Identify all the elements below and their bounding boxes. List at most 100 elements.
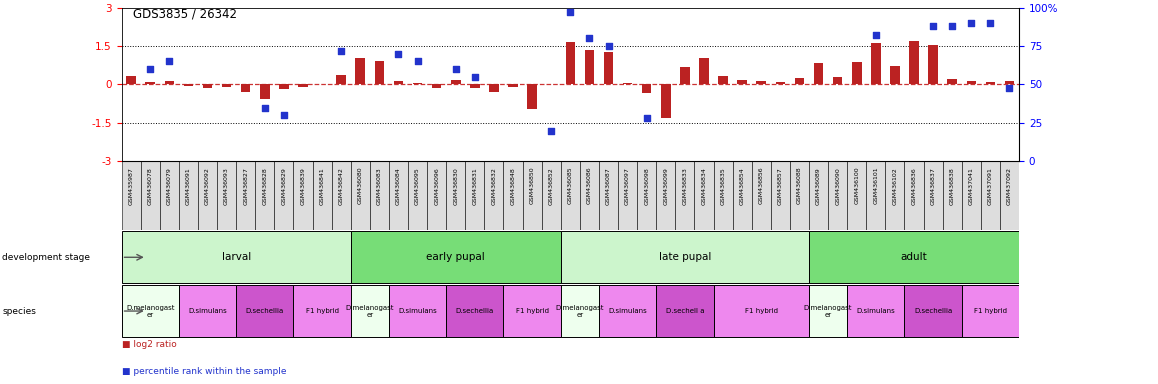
Bar (412, 83, 423, 84)
Text: GSM436090: GSM436090 (835, 167, 841, 205)
Bar (603, 53, 614, 84)
Bar (752, 161, 771, 230)
Bar (904, 161, 924, 230)
Bar (466, 161, 484, 230)
Point (274, 112, 293, 118)
Point (637, 115, 655, 121)
Text: GSM436831: GSM436831 (472, 167, 477, 205)
Bar (394, 81, 403, 84)
Text: GSM436842: GSM436842 (338, 167, 344, 205)
Bar (293, 285, 351, 337)
Bar (981, 161, 1001, 230)
Bar (261, 84, 270, 99)
Bar (122, 285, 178, 337)
Text: GSM436100: GSM436100 (855, 167, 859, 204)
Text: GSM436087: GSM436087 (606, 167, 611, 205)
Bar (450, 80, 461, 84)
Text: GSM436828: GSM436828 (263, 167, 267, 205)
Bar (809, 285, 848, 337)
Text: D.simulans: D.simulans (857, 308, 895, 314)
Bar (217, 161, 236, 230)
Bar (848, 285, 904, 337)
Point (943, 23, 961, 29)
Text: F1 hybrid: F1 hybrid (745, 308, 778, 314)
Bar (985, 83, 995, 84)
Bar (718, 76, 728, 84)
Bar (962, 285, 1019, 337)
Bar (623, 83, 632, 84)
Text: GSM436856: GSM436856 (758, 167, 764, 204)
Text: GSM436841: GSM436841 (320, 167, 324, 205)
Bar (508, 84, 518, 86)
Bar (446, 161, 466, 230)
Bar (198, 161, 217, 230)
Text: GSM436101: GSM436101 (873, 167, 878, 204)
Text: D.simulans: D.simulans (608, 308, 647, 314)
Bar (904, 285, 962, 337)
Bar (809, 161, 828, 230)
Text: larval: larval (221, 252, 251, 262)
Text: GSM436837: GSM436837 (931, 167, 936, 205)
Point (542, 127, 560, 134)
Bar (713, 285, 809, 337)
Text: GSM436835: GSM436835 (720, 167, 726, 205)
Text: D.melanogast
er: D.melanogast er (345, 305, 394, 318)
Bar (565, 42, 576, 84)
Bar (374, 61, 384, 84)
Point (160, 58, 178, 65)
Bar (1001, 161, 1019, 230)
Text: D.simulans: D.simulans (188, 308, 227, 314)
Text: GSM436857: GSM436857 (778, 167, 783, 205)
Text: GSM436854: GSM436854 (740, 167, 745, 205)
Bar (657, 161, 675, 230)
Text: GSM436852: GSM436852 (549, 167, 554, 205)
Point (256, 104, 274, 111)
Text: ■ percentile rank within the sample: ■ percentile rank within the sample (122, 367, 286, 376)
Bar (580, 161, 599, 230)
Bar (657, 285, 713, 337)
Bar (164, 81, 174, 84)
Point (866, 32, 885, 38)
Bar (222, 84, 232, 86)
Bar (790, 161, 809, 230)
Text: GSM436839: GSM436839 (300, 167, 306, 205)
Bar (599, 161, 618, 230)
Text: GSM436850: GSM436850 (529, 167, 535, 204)
Text: GSM436080: GSM436080 (358, 167, 362, 204)
Bar (776, 83, 785, 84)
Bar (680, 66, 690, 84)
Text: F1 hybrid: F1 hybrid (306, 308, 338, 314)
Point (1001, 84, 1019, 91)
Bar (886, 161, 904, 230)
Text: species: species (2, 306, 36, 316)
Bar (713, 161, 733, 230)
Bar (848, 161, 866, 230)
Text: GSM436827: GSM436827 (243, 167, 248, 205)
Bar (1005, 81, 1014, 84)
Bar (356, 58, 365, 84)
Text: GSM436097: GSM436097 (625, 167, 630, 205)
Text: GSM436102: GSM436102 (893, 167, 897, 205)
Text: D.simulans: D.simulans (398, 308, 437, 314)
Bar (241, 84, 250, 92)
Bar (299, 84, 308, 86)
Bar (560, 161, 580, 230)
Text: GSM436089: GSM436089 (816, 167, 821, 205)
Text: GSM436091: GSM436091 (186, 167, 191, 205)
Bar (274, 161, 293, 230)
Bar (160, 161, 178, 230)
Bar (542, 161, 560, 230)
Bar (337, 75, 346, 84)
Bar (527, 84, 537, 109)
Bar (178, 285, 236, 337)
Bar (967, 81, 976, 84)
Bar (809, 232, 1019, 283)
Bar (733, 161, 752, 230)
Text: D.melanogast
er: D.melanogast er (556, 305, 604, 318)
Bar (738, 80, 747, 84)
Text: F1 hybrid: F1 hybrid (974, 308, 1007, 314)
Bar (675, 161, 695, 230)
Bar (389, 285, 446, 337)
Text: D.sechellia: D.sechellia (456, 308, 494, 314)
Text: D.sechellia: D.sechellia (914, 308, 952, 314)
